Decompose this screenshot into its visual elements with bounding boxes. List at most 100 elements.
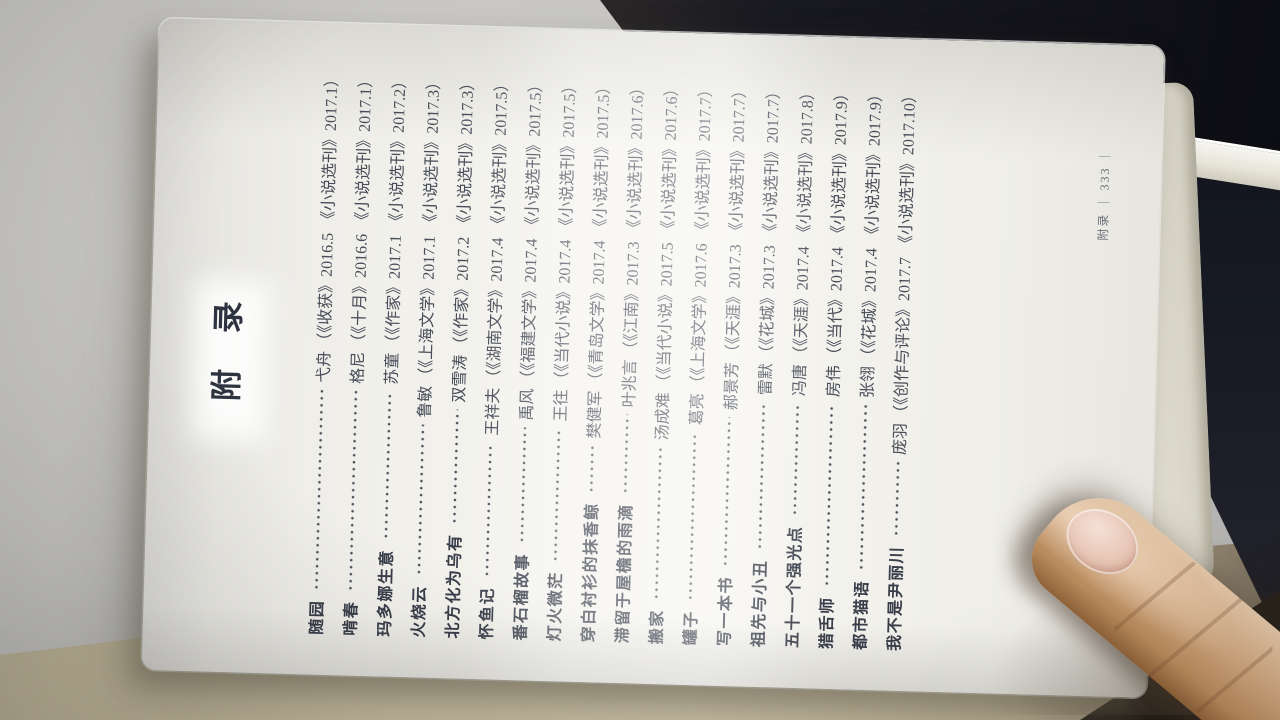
entry-title: 怀鱼记 xyxy=(478,586,497,640)
entry-selected-journal: 《小说选刊》2017.3） xyxy=(421,73,443,230)
entry-selected-journal: 《小说选刊》2017.5） xyxy=(557,77,579,234)
dot-leader xyxy=(707,416,746,568)
entry-author: 王往 xyxy=(552,389,571,422)
entry-title: 猎舌师 xyxy=(817,596,837,650)
entry-source: （《当代》2017.4 xyxy=(825,246,847,364)
entry-source: （《当代小说》2017.5 xyxy=(655,242,677,391)
entry-selected-journal: 《小说选刊》2017.1） xyxy=(353,71,375,229)
entry-title: 罐子 xyxy=(681,609,700,646)
entry-title: 祖先与小丑 xyxy=(749,559,770,648)
entry-title: 都市猫语 xyxy=(851,579,871,651)
entry-source: （《创作与评论》2017.7 xyxy=(892,256,914,422)
dot-leader xyxy=(878,461,915,538)
entry-author: 郝景芳 xyxy=(722,362,741,411)
entry-title: 啃春 xyxy=(342,600,361,636)
dot-leader xyxy=(776,402,814,517)
entry-source: （《上海文学》2017.1 xyxy=(417,235,439,384)
dot-leader xyxy=(436,409,474,525)
entry-selected-journal: 《小说选刊》2017.9） xyxy=(863,85,885,243)
entry-author: 葛亮 xyxy=(688,393,707,426)
entry-source: （《湖南文学》2017.4 xyxy=(485,237,507,386)
entry-title: 我不是尹丽川 xyxy=(885,545,906,652)
entry-selected-journal: 《小说选刊》2017.7） xyxy=(693,81,715,238)
entry-selected-journal: 《小说选刊》2017.7） xyxy=(761,83,783,240)
entry-source: （《天涯》2017.3 xyxy=(723,244,745,361)
entry-title: 随园 xyxy=(308,599,327,635)
dot-leader xyxy=(400,424,440,577)
entry-selected-journal: 《小说选刊》2017.8） xyxy=(795,84,817,241)
entry-title: 写一本书 xyxy=(715,575,735,647)
entry-title: 穿白衬衫的抹香鲸 xyxy=(580,502,601,643)
dot-leader xyxy=(573,444,609,494)
dot-leader xyxy=(808,403,848,588)
entry-author: 苏童 xyxy=(383,352,402,386)
entry-title: 火烧云 xyxy=(410,584,429,638)
entry-source: （《福建文学》2017.4 xyxy=(519,238,541,387)
entry-author: 格尼 xyxy=(349,351,368,385)
entry-author: 冯唐 xyxy=(790,363,809,397)
dot-leader xyxy=(638,446,677,601)
entry-author: 鲁敏 xyxy=(416,385,435,418)
footer-divider: ｜ xyxy=(1096,194,1111,209)
entry-selected-journal: 《小说选刊》2017.5） xyxy=(523,76,545,233)
entry-source: （《十月》2016.6 xyxy=(350,233,371,351)
entry-title: 番石榴故事 xyxy=(512,552,532,641)
entry-title: 北方化为乌有 xyxy=(444,533,465,639)
entry-selected-journal: 《小说选刊》2017.1） xyxy=(319,70,341,228)
dot-leader xyxy=(503,427,542,545)
entry-title: 玛多娜生意 xyxy=(376,548,396,637)
book: 附 录 随园 弋舟 （《收获》2016.5 《小说选刊》2017.1） 啃春 格尼 （《十月… xyxy=(141,18,1164,698)
entry-title: 五十一个强光点 xyxy=(783,525,805,649)
entry-source: （《花城》2017.4 xyxy=(859,247,881,365)
entry-selected-journal: 《小说选刊》2017.5） xyxy=(591,78,613,235)
entry-selected-journal: 《小说选刊》2017.6） xyxy=(625,79,647,236)
entry-selected-journal: 《小说选刊》2017.3） xyxy=(455,74,477,231)
entry-author: 庞羽 xyxy=(891,422,910,456)
entry-source: （《天涯》2017.4 xyxy=(791,245,813,363)
entry-title: 滞留于屋檐的雨滴 xyxy=(614,503,635,644)
page-footer: 附录 ｜ 333 ｜ xyxy=(1093,144,1113,240)
entry-source: （《青岛文学》2017.4 xyxy=(587,240,609,389)
dot-leader xyxy=(843,404,882,572)
dot-leader xyxy=(537,427,575,563)
dot-leader xyxy=(332,390,372,593)
entry-title: 灯火微茫 xyxy=(546,571,566,642)
book-page: 附 录 随园 弋舟 （《收获》2016.5 《小说选刊》2017.1） 啃春 格尼 （《十月… xyxy=(141,18,1164,698)
entry-author: 樊健军 xyxy=(585,390,605,439)
page-title: 附 录 xyxy=(207,298,247,402)
entry-source: （《作家》2017.1 xyxy=(384,234,405,352)
entry-author: 王祥夫 xyxy=(483,387,503,436)
page-content: 附 录 随园 弋舟 （《收获》2016.5 《小说选刊》2017.1） 啃春 格尼 （《十月… xyxy=(141,18,1164,698)
entry-selected-journal: 《小说选刊》2017.2） xyxy=(387,72,409,230)
dot-leader xyxy=(367,391,406,541)
entry-selected-journal: 《小说选刊》2017.5） xyxy=(489,75,511,232)
entry-author: 叶兆言 xyxy=(620,359,639,408)
entry-source: （《上海文学》2017.6 xyxy=(689,243,711,392)
entry-source: （《作家》2017.2 xyxy=(452,236,473,353)
entry-author: 双雪涛 xyxy=(450,354,470,403)
entry-source: （《收获》2016.5 xyxy=(316,232,337,350)
entry-author: 雷默 xyxy=(757,362,775,396)
entry-selected-journal: 《小说选刊》2017.7） xyxy=(727,82,749,239)
footer-divider: ｜ xyxy=(1097,148,1113,163)
entry-author: 禹风 xyxy=(518,388,537,421)
dot-leader xyxy=(672,431,711,602)
footer-section-label: 附录 xyxy=(1095,212,1111,241)
footer-page-number: 333 xyxy=(1096,166,1112,191)
entry-selected-journal: 《小说选刊》2017.10） xyxy=(897,86,919,252)
dot-leader xyxy=(607,413,644,495)
dot-leader xyxy=(468,442,507,579)
entry-author: 房伟 xyxy=(824,364,843,398)
entry-selected-journal: 《小说选刊》2017.9） xyxy=(829,84,851,242)
entry-selected-journal: 《小说选刊》2017.6） xyxy=(659,80,681,237)
entry-author: 张翎 xyxy=(858,365,877,399)
toc-list: 随园 弋舟 （《收获》2016.5 《小说选刊》2017.1） 啃春 格尼 （《十月》201… xyxy=(297,70,925,651)
entry-source: （《当代小说》2017.4 xyxy=(553,239,575,388)
entry-source: （《江南》2017.3 xyxy=(622,241,643,358)
entry-source: （《花城》2017.3 xyxy=(757,245,779,362)
entry-author: 汤成难 xyxy=(653,392,673,441)
entry-title: 搬家 xyxy=(648,608,666,645)
dot-leader xyxy=(298,389,338,592)
dot-leader xyxy=(741,401,780,551)
